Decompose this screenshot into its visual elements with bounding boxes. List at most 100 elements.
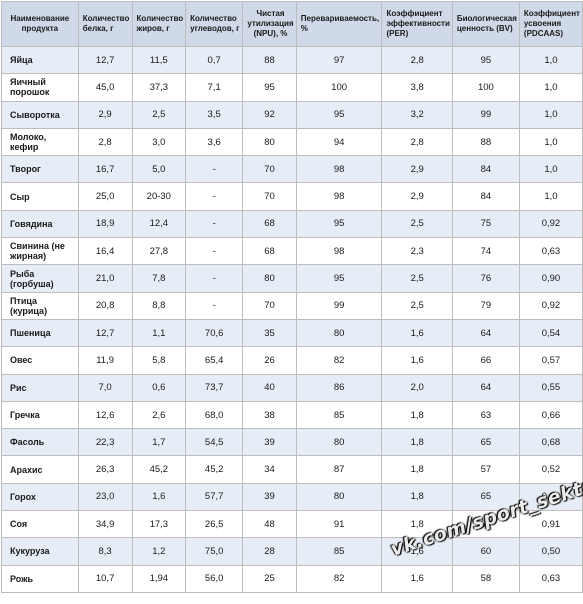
- cell-digestibility: 94: [295, 127, 383, 157]
- cell-fat: 8,8: [131, 291, 187, 320]
- cell-bv: 64: [451, 373, 520, 402]
- cell-product-name: Яйца: [1, 45, 79, 75]
- table-header-row: Наименование продукта Количество белка, …: [1, 1, 583, 47]
- cell-pdcaas: 1,0: [518, 73, 583, 102]
- cell-fat: 2,6: [131, 400, 187, 430]
- cell-protein: 18,9: [77, 209, 133, 239]
- cell-carbs: 56,0: [185, 564, 244, 593]
- cell-npu: 35: [242, 318, 297, 348]
- cell-fat: 1,1: [131, 318, 187, 348]
- cell-fat: 1,6: [131, 482, 187, 512]
- table-row: Кукуруза 8,3 1,2 75,0 28 85 1,6 60 0,50: [1, 537, 583, 566]
- cell-protein: 20,8: [77, 291, 133, 320]
- table-row: Горох 23,0 1,6 57,7 39 80 1,8 65 0,69: [1, 482, 583, 512]
- cell-carbs: 75,0: [185, 537, 244, 566]
- table-row: Фасоль 22,3 1,7 54,5 39 80 1,8 65 0,68: [1, 428, 583, 457]
- cell-pdcaas: 0,52: [518, 455, 583, 484]
- cell-fat: 1,94: [131, 564, 187, 593]
- cell-protein: 16,4: [77, 237, 133, 266]
- cell-carbs: 65,4: [185, 346, 244, 375]
- header-per: Коэффициент эффективности (PER): [381, 1, 453, 47]
- cell-carbs: 68,0: [185, 400, 244, 430]
- cell-npu: 70: [242, 155, 297, 184]
- cell-per: 1,8: [381, 510, 453, 539]
- cell-digestibility: 80: [295, 318, 383, 348]
- table-row: Яйца 12,7 11,5 0,7 88 97 2,8 95 1,0: [1, 45, 583, 75]
- cell-product-name: Говядина: [1, 209, 79, 239]
- cell-bv: 95: [451, 45, 520, 75]
- cell-carbs: 54,5: [185, 428, 244, 457]
- cell-protein: 7,0: [77, 373, 133, 402]
- cell-per: 2,9: [381, 155, 453, 184]
- cell-bv: 58: [451, 564, 520, 593]
- cell-npu: 92: [242, 100, 297, 129]
- cell-pdcaas: 1,0: [518, 155, 583, 184]
- cell-pdcaas: 1,0: [518, 127, 583, 157]
- cell-digestibility: 98: [295, 237, 383, 266]
- cell-product-name: Пшеница: [1, 318, 79, 348]
- cell-carbs: -: [185, 291, 244, 320]
- cell-product-name: Горох: [1, 482, 79, 512]
- table-row: Арахис 26,3 45,2 45,2 34 87 1,8 57 0,52: [1, 455, 583, 484]
- cell-bv: 79: [451, 291, 520, 320]
- cell-fat: 2,5: [131, 100, 187, 129]
- cell-npu: 68: [242, 209, 297, 239]
- cell-carbs: 3,6: [185, 127, 244, 157]
- cell-product-name: Соя: [1, 510, 79, 539]
- cell-protein: 12,7: [77, 45, 133, 75]
- cell-bv: 84: [451, 182, 520, 211]
- cell-pdcaas: 0,92: [518, 291, 583, 320]
- cell-product-name: Рожь: [1, 564, 79, 593]
- cell-per: 1,8: [381, 428, 453, 457]
- cell-product-name: Птица (курица): [1, 291, 79, 320]
- cell-digestibility: 82: [295, 346, 383, 375]
- cell-npu: 39: [242, 428, 297, 457]
- cell-digestibility: 85: [295, 400, 383, 430]
- cell-fat: 5,0: [131, 155, 187, 184]
- cell-pdcaas: 0,92: [518, 209, 583, 239]
- cell-fat: 1,7: [131, 428, 187, 457]
- table-row: Пшеница 12,7 1,1 70,6 35 80 1,6 64 0,54: [1, 318, 583, 348]
- cell-pdcaas: 0,90: [518, 264, 583, 293]
- cell-digestibility: 97: [295, 45, 383, 75]
- cell-fat: 0,6: [131, 373, 187, 402]
- cell-npu: 26: [242, 346, 297, 375]
- cell-pdcaas: 1,0: [518, 45, 583, 75]
- cell-pdcaas: 0,68: [518, 428, 583, 457]
- cell-bv: 75: [451, 209, 520, 239]
- table-row: Молоко, кефир 2,8 3,0 3,6 80 94 2,8 88 1,0: [1, 127, 583, 157]
- cell-carbs: 26,5: [185, 510, 244, 539]
- cell-product-name: Арахис: [1, 455, 79, 484]
- header-pdcaas: Коэффициент усвоения (PDCAAS): [518, 1, 583, 47]
- cell-bv: 99: [451, 100, 520, 129]
- cell-carbs: -: [185, 237, 244, 266]
- header-bv: Биологическая ценность (BV): [451, 1, 520, 47]
- cell-digestibility: 82: [295, 564, 383, 593]
- nutrition-table: Наименование продукта Количество белка, …: [1, 1, 583, 593]
- header-digestibility: Перевариваемость, %: [295, 1, 383, 47]
- cell-npu: 39: [242, 482, 297, 512]
- cell-per: 2,3: [381, 237, 453, 266]
- cell-carbs: -: [185, 264, 244, 293]
- table-body: Яйца 12,7 11,5 0,7 88 97 2,8 95 1,0 Яичный порошо…: [1, 45, 583, 593]
- cell-digestibility: 98: [295, 155, 383, 184]
- cell-fat: 3,0: [131, 127, 187, 157]
- cell-fat: 27,8: [131, 237, 187, 266]
- cell-per: 2,9: [381, 182, 453, 211]
- cell-npu: 38: [242, 400, 297, 430]
- cell-fat: 20-30: [131, 182, 187, 211]
- cell-bv: 63: [451, 400, 520, 430]
- cell-digestibility: 86: [295, 373, 383, 402]
- cell-bv: 57: [451, 455, 520, 484]
- cell-carbs: 70,6: [185, 318, 244, 348]
- cell-per: 2,0: [381, 373, 453, 402]
- table-row: Соя 34,9 17,3 26,5 48 91 1,8 96 0,91: [1, 510, 583, 539]
- cell-product-name: Свинина (не жирная): [1, 237, 79, 266]
- cell-product-name: Яичный порошок: [1, 73, 79, 102]
- cell-per: 1,6: [381, 346, 453, 375]
- cell-pdcaas: 0,54: [518, 318, 583, 348]
- cell-product-name: Творог: [1, 155, 79, 184]
- cell-bv: 88: [451, 127, 520, 157]
- cell-per: 1,6: [381, 318, 453, 348]
- cell-fat: 11,5: [131, 45, 187, 75]
